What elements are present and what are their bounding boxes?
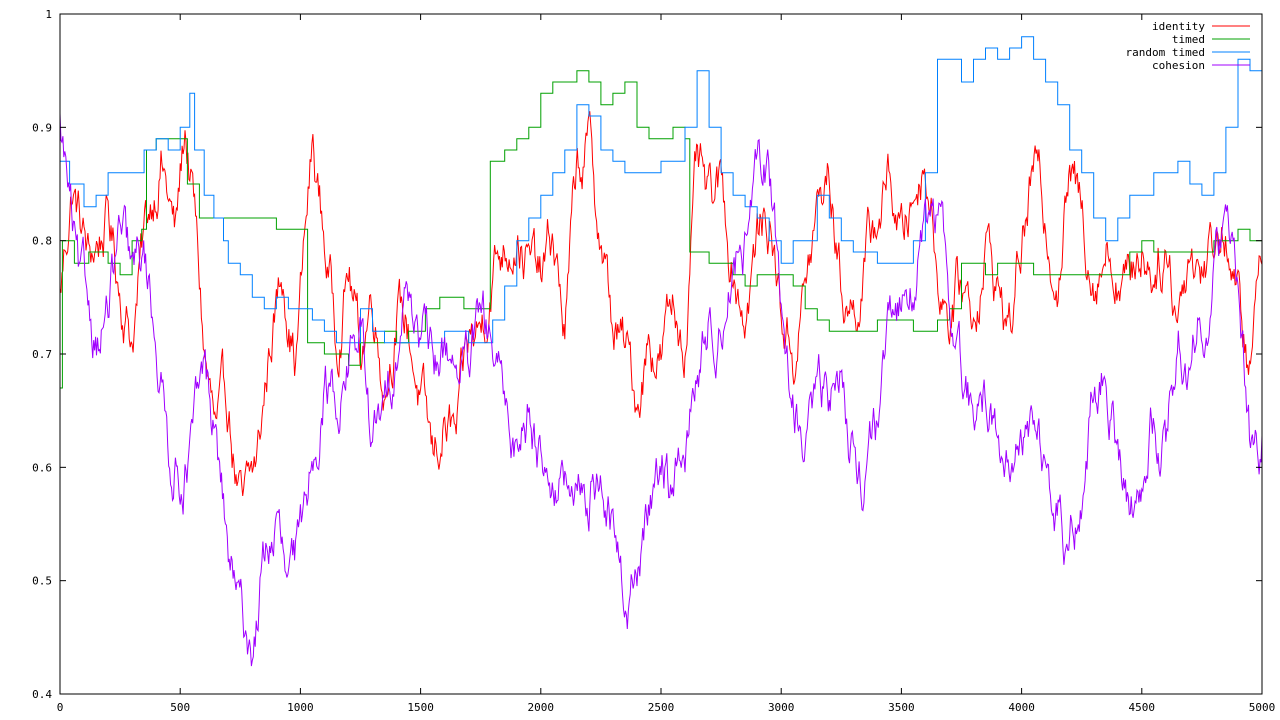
series-timed xyxy=(60,70,1262,389)
series-cohesion xyxy=(59,113,1263,667)
y-tick-label: 0.8 xyxy=(32,235,52,248)
x-tick-label: 500 xyxy=(170,701,190,714)
legend-label-timed: timed xyxy=(1172,33,1205,46)
x-tick-label: 5000 xyxy=(1249,701,1276,714)
legend-label-identity: identity xyxy=(1152,20,1205,33)
x-tick-label: 4500 xyxy=(1129,701,1156,714)
y-tick-label: 0.6 xyxy=(32,461,52,474)
x-tick-label: 2000 xyxy=(528,701,555,714)
y-tick-label: 0.9 xyxy=(32,121,52,134)
x-tick-label: 0 xyxy=(57,701,64,714)
y-tick-label: 0.5 xyxy=(32,575,52,588)
y-tick-label: 1 xyxy=(45,8,52,21)
x-tick-label: 4000 xyxy=(1008,701,1035,714)
axis-ticks: 0 500 1000 1500 2000 2500 3000 3500 4000 4500 5000… xyxy=(32,8,1275,714)
y-tick-label: 0.7 xyxy=(32,348,52,361)
x-tick-label: 1500 xyxy=(407,701,434,714)
legend-label-random-timed: random timed xyxy=(1126,46,1205,59)
x-tick-label: 1000 xyxy=(287,701,314,714)
legend-label-cohesion: cohesion xyxy=(1152,59,1205,72)
series-random-timed xyxy=(60,36,1263,344)
series-layer xyxy=(59,36,1263,667)
x-tick-label: 2500 xyxy=(648,701,675,714)
x-tick-label: 3000 xyxy=(768,701,795,714)
y-tick-label: 0.4 xyxy=(32,688,52,701)
x-tick-label: 3500 xyxy=(888,701,915,714)
series-identity xyxy=(59,111,1263,496)
